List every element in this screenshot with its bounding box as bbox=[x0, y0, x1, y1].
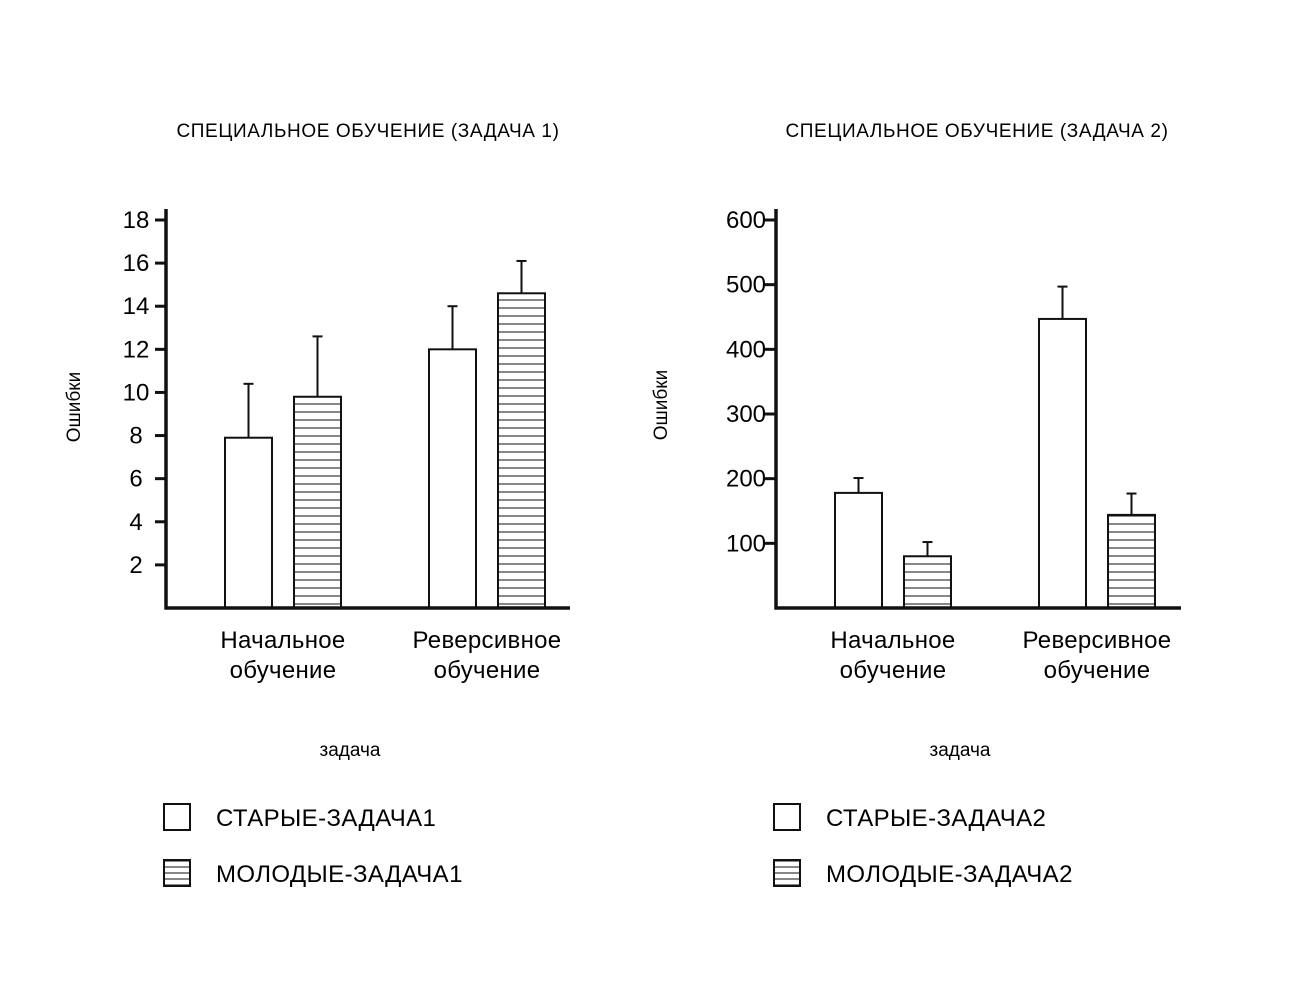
category-label: Реверсивное bbox=[413, 627, 562, 654]
category-labels: Начальное обучение Реверсивное обучение bbox=[830, 627, 1171, 684]
bar-old-1 bbox=[224, 436, 273, 610]
legend-label: СТАРЫЕ-ЗАДАЧА1 bbox=[216, 805, 436, 832]
legend-swatch-young bbox=[773, 859, 801, 887]
bar-old-2 bbox=[1038, 317, 1087, 609]
y-tick-label: 200 bbox=[726, 466, 766, 493]
bar-young-2 bbox=[1107, 513, 1156, 610]
category-label: Начальное bbox=[220, 627, 345, 654]
legend-swatch-old bbox=[163, 803, 191, 831]
y-tick-label: 500 bbox=[726, 272, 766, 299]
bar-young-1 bbox=[293, 395, 342, 609]
y-tick-label: 300 bbox=[726, 401, 766, 428]
x-axis-label: задача bbox=[320, 740, 381, 761]
y-tick-label: 6 bbox=[129, 466, 142, 493]
bars bbox=[224, 259, 546, 610]
legend-label: СТАРЫЕ-ЗАДАЧА2 bbox=[826, 805, 1046, 832]
x-axis-label: задача bbox=[930, 740, 991, 761]
y-axis-label: Ошибки bbox=[64, 372, 85, 442]
y-tick-label: 16 bbox=[123, 250, 150, 277]
legend: СТАРЫЕ-ЗАДАЧА2 МОЛОДЫЕ-ЗАДАЧА2 bbox=[773, 803, 1073, 888]
y-tick-label: 14 bbox=[123, 293, 150, 320]
bar-young-1 bbox=[903, 555, 952, 609]
bars bbox=[834, 285, 1156, 610]
y-tick-label: 2 bbox=[129, 552, 142, 579]
bar-old-1 bbox=[834, 491, 883, 610]
axes bbox=[774, 209, 1181, 610]
y-tick-label: 12 bbox=[123, 336, 150, 363]
chart-panel-2: СПЕЦИАЛЬНОЕ ОБУЧЕНИЕ (ЗАДАЧА 2) Ошибки з… bbox=[651, 121, 1181, 888]
legend-label: МОЛОДЫЕ-ЗАДАЧА2 bbox=[826, 861, 1073, 888]
y-tick-label: 100 bbox=[726, 530, 766, 557]
legend-swatch-old bbox=[773, 803, 801, 831]
y-tick-label: 10 bbox=[123, 379, 150, 406]
category-label: Реверсивное bbox=[1023, 627, 1172, 654]
y-ticks: 100 200 300 400 500 600 bbox=[726, 207, 776, 557]
chart-panel-1: СПЕЦИАЛЬНОЕ ОБУЧЕНИЕ (ЗАДАЧА 1) Ошибки з… bbox=[64, 121, 570, 888]
chart-title: СПЕЦИАЛЬНОЕ ОБУЧЕНИЕ (ЗАДАЧА 2) bbox=[785, 121, 1168, 142]
category-label: обучение bbox=[434, 657, 541, 684]
y-ticks: 2 4 6 8 10 12 14 16 18 bbox=[123, 207, 166, 579]
category-labels: Начальное обучение Реверсивное обучение bbox=[220, 627, 561, 684]
y-axis-label: Ошибки bbox=[651, 370, 672, 440]
axes bbox=[164, 209, 570, 610]
category-label: обучение bbox=[840, 657, 947, 684]
category-label: Начальное bbox=[830, 627, 955, 654]
legend-swatch-young bbox=[163, 859, 191, 887]
category-label: обучение bbox=[230, 657, 337, 684]
bar-young-2 bbox=[497, 292, 546, 609]
y-tick-label: 600 bbox=[726, 207, 766, 234]
chart-title: СПЕЦИАЛЬНОЕ ОБУЧЕНИЕ (ЗАДАЧА 1) bbox=[176, 121, 559, 142]
category-label: обучение bbox=[1044, 657, 1151, 684]
legend-label: МОЛОДЫЕ-ЗАДАЧА1 bbox=[216, 861, 463, 888]
bar-old-2 bbox=[428, 348, 477, 609]
y-tick-label: 8 bbox=[129, 423, 142, 450]
y-tick-label: 4 bbox=[129, 509, 142, 536]
y-tick-label: 18 bbox=[123, 207, 150, 234]
y-tick-label: 400 bbox=[726, 336, 766, 363]
legend: СТАРЫЕ-ЗАДАЧА1 МОЛОДЫЕ-ЗАДАЧА1 bbox=[163, 803, 463, 888]
